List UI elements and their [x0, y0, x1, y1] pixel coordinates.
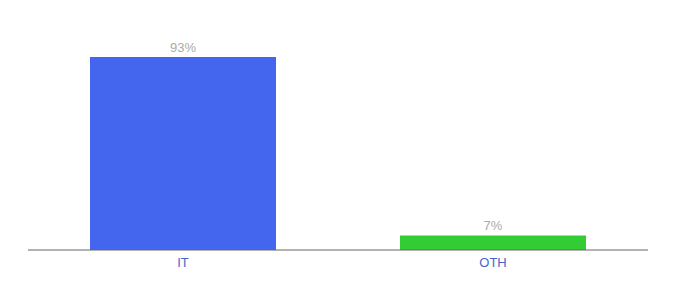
svg-text:IT: IT	[177, 255, 189, 270]
svg-text:93%: 93%	[170, 40, 196, 55]
svg-text:OTH: OTH	[479, 255, 506, 270]
svg-text:7%: 7%	[484, 218, 503, 233]
